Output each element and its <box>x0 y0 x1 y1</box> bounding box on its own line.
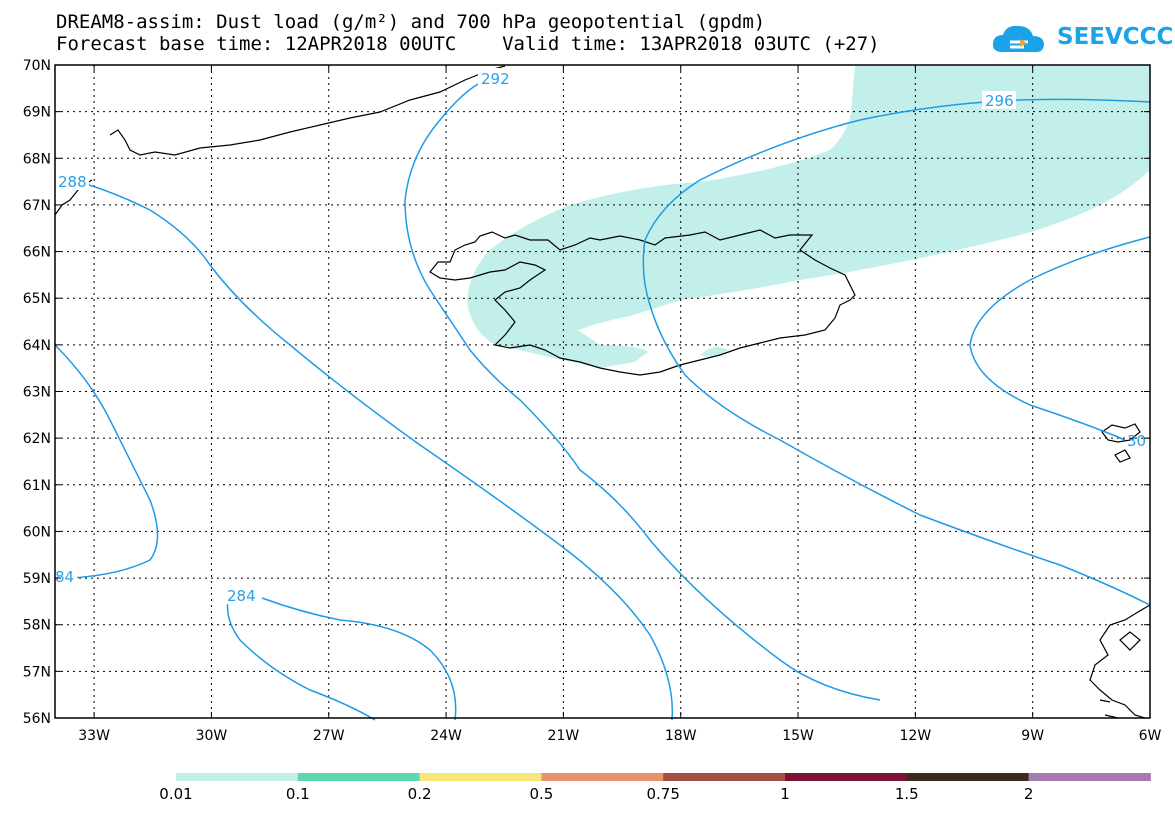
contour-300 <box>969 236 1151 441</box>
greenland-coast <box>54 65 506 216</box>
colorbar-swatch <box>419 773 542 781</box>
colorbar-label: 0.5 <box>529 785 553 803</box>
dust-area-main <box>467 66 1150 368</box>
lon-tick-label: 27W <box>313 728 345 744</box>
lon-tick-label: 18W <box>665 728 697 744</box>
lat-tick-label: 61N <box>23 478 51 494</box>
latitude-labels: 70N 69N 68N 67N 66N 65N 64N 63N 62N 61N 60N 59N 58N 5… <box>23 58 51 727</box>
lat-tick-label: 67N <box>23 198 51 214</box>
contour-label-284: 284 <box>227 587 256 605</box>
colorbar-swatch <box>906 773 1030 781</box>
contour-296 <box>642 98 1151 606</box>
colorbar-label: 0.01 <box>159 785 192 803</box>
lat-tick-label: 59N <box>23 571 51 587</box>
graticule <box>55 65 1150 718</box>
lat-tick-label: 63N <box>23 385 51 401</box>
contour-284-bottom <box>226 599 376 721</box>
contour-284-loop <box>261 597 457 721</box>
map-subtitle: Forecast base time: 12APR2018 00UTC Vali… <box>56 33 880 55</box>
geopotential-contours <box>54 83 1151 721</box>
lon-tick-label: 24W <box>430 728 462 744</box>
colorbar-label: 1.5 <box>895 785 919 803</box>
faroe-coast <box>1101 423 1141 463</box>
colorbar-swatch <box>785 773 908 781</box>
contour-label-296: 296 <box>985 92 1014 110</box>
lat-tick-label: 65N <box>23 291 51 307</box>
lat-tick-label: 58N <box>23 618 51 634</box>
lat-tick-label: 64N <box>23 338 51 354</box>
iceland-coast <box>429 229 856 376</box>
contour-label-284-edge: 84 <box>55 568 74 586</box>
contour-292 <box>404 83 881 701</box>
lat-tick-label: 62N <box>23 431 51 447</box>
lon-tick-label: 30W <box>196 728 228 744</box>
lon-tick-label: 9W <box>1021 728 1044 744</box>
lon-tick-label: 12W <box>900 728 932 744</box>
colorbar-swatch <box>663 773 786 781</box>
colorbar-swatch <box>1028 773 1151 781</box>
contour-284-left <box>54 344 159 579</box>
colorbar-swatch <box>176 773 299 781</box>
colorbar-swatch <box>541 773 664 781</box>
contour-288 <box>71 179 674 721</box>
dust-area-small <box>700 346 728 357</box>
lat-tick-label: 60N <box>23 524 51 540</box>
longitude-labels: 33W 30W 27W 24W 21W 18W 15W 12W 9W 6W <box>78 728 1161 744</box>
lat-tick-label: 56N <box>23 711 51 727</box>
colorbar-swatch <box>297 773 421 781</box>
contour-label-288: 288 <box>58 173 87 191</box>
contour-label-300: 30 <box>1127 432 1146 450</box>
lon-tick-label: 6W <box>1139 728 1162 744</box>
colorbar: 0.01 0.1 0.2 0.5 0.75 1 1.5 2 <box>159 773 1151 803</box>
colorbar-label: 0.1 <box>286 785 310 803</box>
axis-ticks <box>55 64 1151 719</box>
lat-tick-label: 68N <box>23 151 51 167</box>
logo-text: SEEVCCC <box>1057 24 1174 50</box>
lon-tick-label: 15W <box>782 728 814 744</box>
dust-load-area <box>467 66 1150 368</box>
scotland-coast <box>1089 604 1151 719</box>
lon-tick-label: 33W <box>78 728 110 744</box>
colorbar-label: 1 <box>780 785 790 803</box>
lat-tick-label: 70N <box>23 58 51 74</box>
map-title: DREAM8-assim: Dust load (g/m²) and 700 h… <box>56 11 766 33</box>
lat-tick-label: 69N <box>23 105 51 121</box>
colorbar-label: 0.75 <box>646 785 679 803</box>
contour-labels: 292 296 288 284 84 30 <box>55 68 1146 605</box>
cloud-logo-icon <box>992 25 1044 53</box>
colorbar-label: 0.2 <box>408 785 432 803</box>
contour-label-292: 292 <box>481 70 510 88</box>
lat-tick-label: 57N <box>23 664 51 680</box>
lat-tick-label: 66N <box>23 245 51 261</box>
colorbar-label: 2 <box>1024 785 1034 803</box>
lon-tick-label: 21W <box>548 728 580 744</box>
